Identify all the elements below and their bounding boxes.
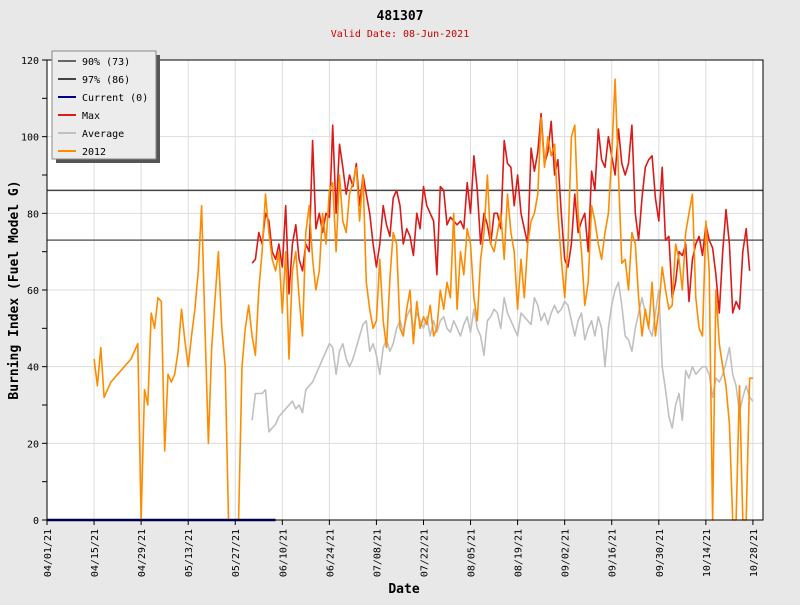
x-tick-label: 07/08/21 [372,529,383,577]
y-axis-label: Burning Index (Fuel Model G) [7,180,22,399]
x-tick-label: 10/28/21 [749,529,760,577]
x-tick-label: 09/02/21 [561,529,572,577]
x-tick-label: 09/30/21 [655,529,666,577]
x-tick-label: 10/14/21 [702,529,713,577]
x-tick-label: 04/29/21 [137,529,148,577]
x-tick-label: 09/16/21 [608,529,619,577]
series-line [251,112,751,314]
legend-box [51,50,157,160]
x-tick-label: 04/01/21 [43,529,54,577]
legend-label: 97% (86) [82,75,130,86]
legend-label: 2012 [82,147,106,158]
y-tick-label: 40 [27,363,39,374]
reference-lines [47,189,763,241]
x-tick-label: 07/22/21 [420,529,431,577]
legend: 90% (73) 97% (86) Current (0) Max Average 201… [51,50,160,163]
series-line [237,78,753,521]
x-tick-label: 06/24/21 [325,529,336,577]
y-tick-label: 100 [21,133,39,144]
y-tick-label: 20 [27,439,39,450]
chart-title: 481307 [377,9,424,24]
series-line [251,281,754,433]
legend-label: Average [82,129,124,140]
chart-subtitle: Valid Date: 08-Jun-2021 [331,29,469,40]
x-tick-label: 05/13/21 [184,529,195,577]
x-tick-label: 06/10/21 [278,529,289,577]
y-tick-label: 0 [33,516,39,527]
y-tick-labels: 0 20 40 60 80 100 120 [21,56,47,527]
legend-label: 90% (73) [82,57,130,68]
legend-label: Current (0) [82,93,148,104]
x-tick-label: 08/19/21 [514,529,525,577]
legend-items: 90% (73) 97% (86) Current (0) Max Average 201… [58,57,148,158]
legend-label: Max [82,111,100,122]
x-axis-label: Date [388,582,419,597]
y-tick-label: 80 [27,209,39,220]
x-tick-label: 04/15/21 [90,529,101,577]
series-line [93,204,230,521]
x-tick-label: 08/05/21 [467,529,478,577]
y-tick-label: 120 [21,56,39,67]
x-tick-labels: 04/01/21 04/15/21 04/29/21 05/13/21 05/27/21… [43,520,760,577]
x-tick-label: 05/27/21 [231,529,242,577]
y-tick-label: 60 [27,286,39,297]
